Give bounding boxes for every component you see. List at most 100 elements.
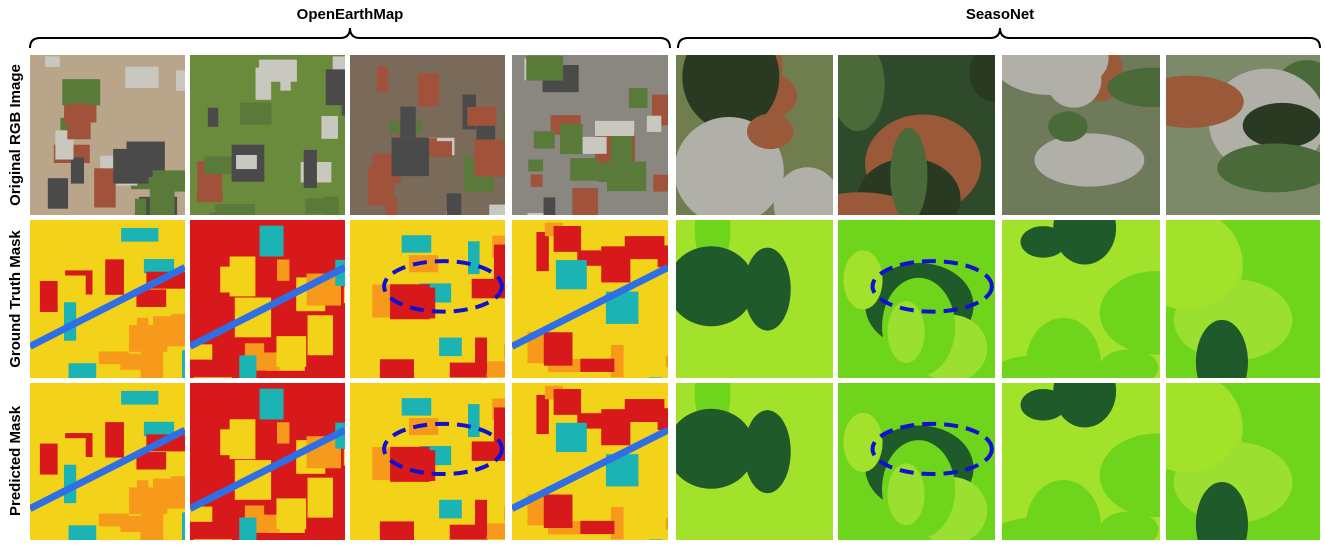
region [624,399,665,423]
region [890,127,928,215]
region [676,408,755,489]
road [30,264,185,350]
region [391,137,429,177]
region [777,442,833,504]
region [543,332,573,366]
region [1166,75,1244,128]
region [206,384,229,421]
region [493,407,505,444]
region [838,192,911,215]
highlight [870,259,994,314]
region [236,154,257,170]
region [400,106,416,138]
highlight [382,259,504,314]
row-label: Ground Truth Mask [7,230,24,368]
region [280,78,291,91]
region [536,394,549,435]
region [240,102,272,125]
region [277,259,290,281]
region [229,419,256,460]
region [321,116,338,139]
region [251,352,280,371]
road [30,426,185,512]
region [649,539,662,540]
region [536,231,549,272]
region [336,316,345,341]
region [68,525,97,540]
row-label: Predicted Mask [7,405,24,516]
region [276,498,307,530]
region [190,506,213,522]
brace [677,27,1321,49]
region [580,520,615,535]
highlight [870,421,994,477]
region [136,289,167,307]
region [121,227,159,242]
region [1099,511,1159,540]
region [607,161,647,192]
region [653,174,668,192]
region [98,513,129,527]
region [653,346,666,373]
region [887,463,925,526]
region [259,59,297,82]
region [543,197,556,215]
region [504,506,505,522]
region [1034,133,1145,187]
region [143,259,175,274]
road [190,426,345,512]
region [209,212,228,215]
region [649,377,662,378]
region [207,107,219,127]
region [560,124,583,155]
region [105,422,124,458]
region [112,476,123,514]
region [676,246,755,327]
region [67,103,91,140]
region [1242,102,1320,149]
region [471,278,505,299]
region [475,499,488,536]
region [376,66,389,93]
region [105,259,124,295]
region [193,376,232,378]
region [1217,143,1320,193]
group-title: OpenEarthMap [297,6,404,23]
region [229,256,256,297]
road [512,426,668,512]
region [468,241,480,275]
region [486,361,505,377]
region [175,70,185,91]
region [1195,481,1248,540]
region [396,235,432,253]
region [1002,516,1106,540]
region [533,131,555,149]
region [1099,349,1159,378]
region [446,193,462,215]
region [1107,67,1160,107]
region [555,422,587,453]
region [70,157,85,184]
region [744,410,791,494]
region [503,299,505,334]
region [418,73,439,107]
region [379,521,415,540]
region [522,363,544,378]
region [196,192,223,203]
region [594,120,635,136]
region [152,170,185,192]
region [439,337,462,357]
road [512,264,668,350]
region [372,489,399,527]
region [489,204,505,215]
region [528,272,560,293]
region [204,156,239,174]
region [45,56,60,67]
region [503,462,505,496]
region [646,115,662,132]
region [324,196,339,215]
region [475,337,488,374]
region [190,344,213,360]
region [343,539,345,540]
region [342,93,345,116]
